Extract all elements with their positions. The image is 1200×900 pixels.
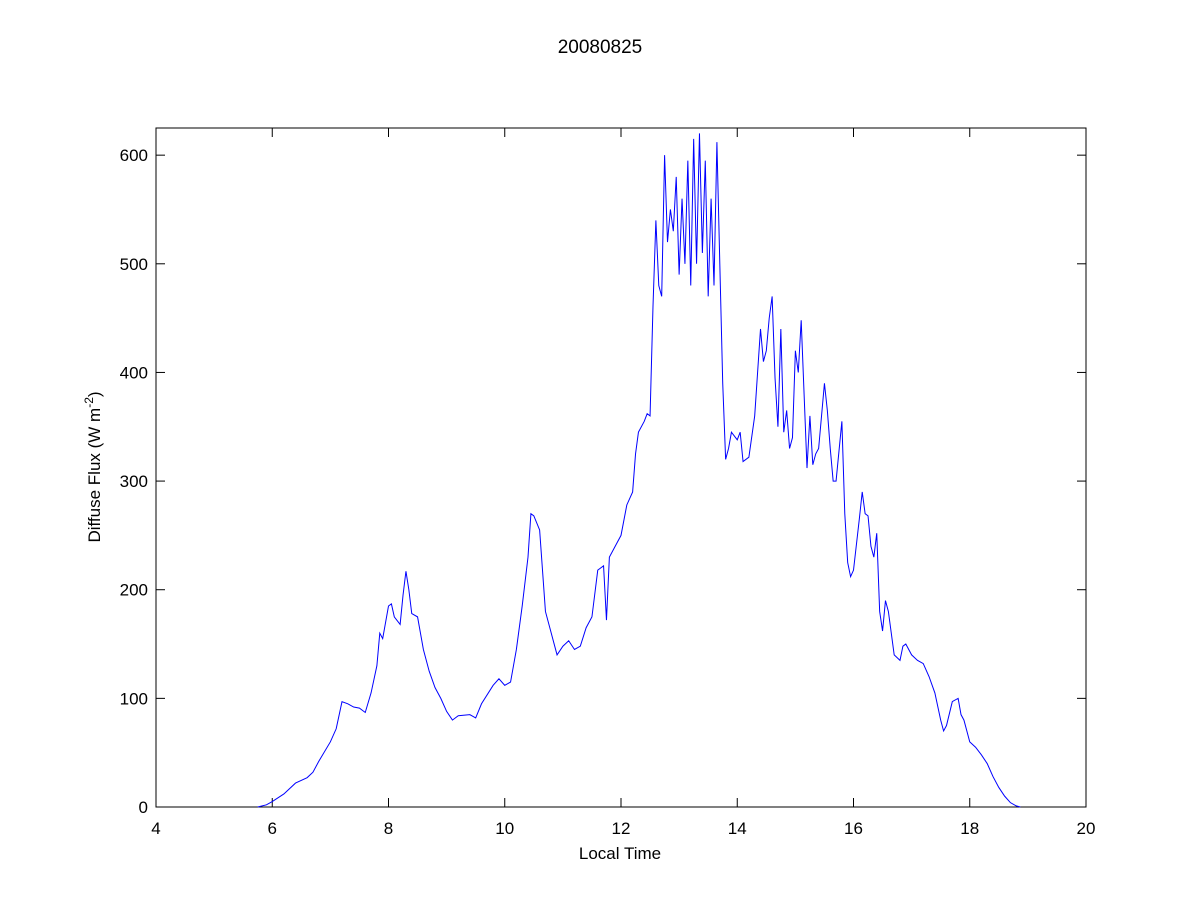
- x-tick-label: 12: [612, 819, 631, 838]
- y-label-suffix: ): [85, 391, 104, 397]
- data-line: [257, 133, 1021, 808]
- x-tick-label: 8: [384, 819, 393, 838]
- x-tick-label: 18: [960, 819, 979, 838]
- y-tick-label: 0: [139, 798, 148, 817]
- y-tick-label: 300: [120, 472, 148, 491]
- x-tick-label: 16: [844, 819, 863, 838]
- chart-title: 20080825: [558, 37, 643, 58]
- y-tick-label: 500: [120, 255, 148, 274]
- x-tick-label: 10: [495, 819, 514, 838]
- x-axis-label: Local Time: [579, 844, 661, 863]
- y-label-sup: -2: [82, 397, 96, 408]
- y-tick-label: 200: [120, 581, 148, 600]
- y-tick-label: 100: [120, 689, 148, 708]
- x-tick-label: 14: [728, 819, 747, 838]
- y-tick-label: 600: [120, 146, 148, 165]
- y-label-text: Diffuse Flux (W m: [85, 408, 104, 543]
- y-axis-label: Diffuse Flux (W m-2): [82, 391, 104, 542]
- x-tick-label: 20: [1077, 819, 1096, 838]
- x-tick-label: 4: [151, 819, 160, 838]
- x-tick-label: 6: [268, 819, 277, 838]
- y-tick-label: 400: [120, 363, 148, 382]
